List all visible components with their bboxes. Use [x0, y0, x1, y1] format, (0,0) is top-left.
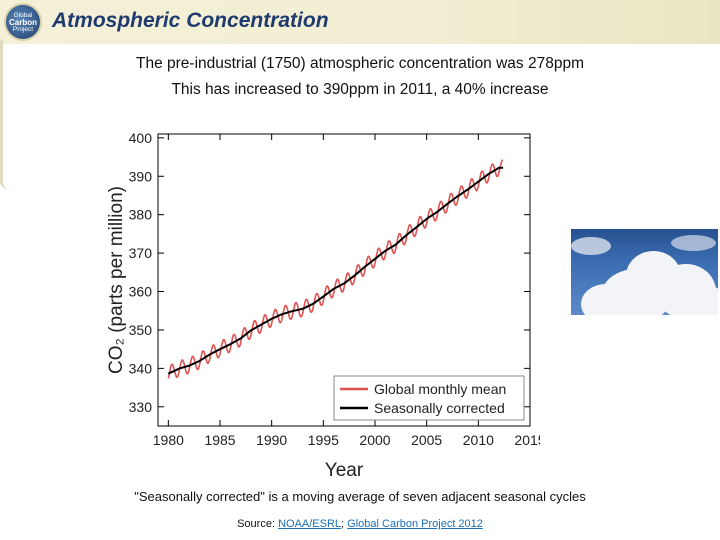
source-prefix: Source: [237, 518, 279, 530]
logo-text-project: Project [12, 25, 34, 33]
source-separator: ; [341, 518, 348, 530]
legend-label: Global monthly mean [374, 381, 506, 397]
source-link-noaa[interactable]: NOAA/ESRL [278, 518, 342, 530]
x-tick-label: 2010 [463, 432, 494, 448]
y-tick-label: 400 [129, 132, 153, 146]
slide-title: Atmospheric Concentration [52, 9, 329, 32]
decorative-swoosh [0, 40, 9, 190]
x-tick-label: 1995 [308, 432, 339, 448]
co2-chart: 1980 1985 1990 1995 2000 2005 2010 2015 330 340 35… [106, 132, 540, 481]
x-tick-label: 2005 [411, 432, 442, 448]
y-tick-label: 330 [129, 399, 153, 415]
y-tick-label: 350 [129, 322, 153, 338]
series-global-monthly-mean [167, 159, 503, 379]
x-tick-label: 2015 [514, 432, 540, 448]
legend-box [333, 375, 525, 421]
source-line: Source: NOAA/ESRL; Global Carbon Project… [0, 518, 720, 530]
seasonal-footnote: "Seasonally corrected" is a moving avera… [134, 489, 586, 504]
x-axis-label: Year [325, 460, 364, 481]
subtitle-line-2: This has increased to 390ppm in 2011, a … [171, 81, 549, 98]
x-tick-label: 1980 [153, 432, 184, 448]
slide-header: Global Carbon Project Atmospheric Concen… [0, 0, 720, 44]
global-carbon-project-logo: Global Carbon Project [4, 3, 42, 41]
source-link-gcp[interactable]: Global Carbon Project 2012 [347, 518, 483, 530]
x-tick-label: 2000 [359, 432, 390, 448]
y-tick-label: 370 [129, 245, 153, 261]
x-tick-label: 1990 [256, 432, 287, 448]
y-tick-label: 380 [129, 207, 153, 223]
cloud-photo [571, 229, 718, 315]
x-tick-label: 1985 [204, 432, 235, 448]
series-seasonally-corrected [167, 166, 504, 375]
subtitle-line-1: The pre-industrial (1750) atmospheric co… [135, 55, 584, 72]
y-axis-label: CO₂ (parts per million) [106, 186, 127, 374]
logo-text-global: Global [13, 11, 33, 19]
logo-text-carbon: Carbon [9, 17, 37, 27]
y-tick-label: 360 [129, 284, 153, 300]
legend-label: Seasonally corrected [374, 400, 505, 416]
y-tick-label: 340 [129, 360, 153, 376]
y-tick-label: 390 [129, 168, 153, 184]
